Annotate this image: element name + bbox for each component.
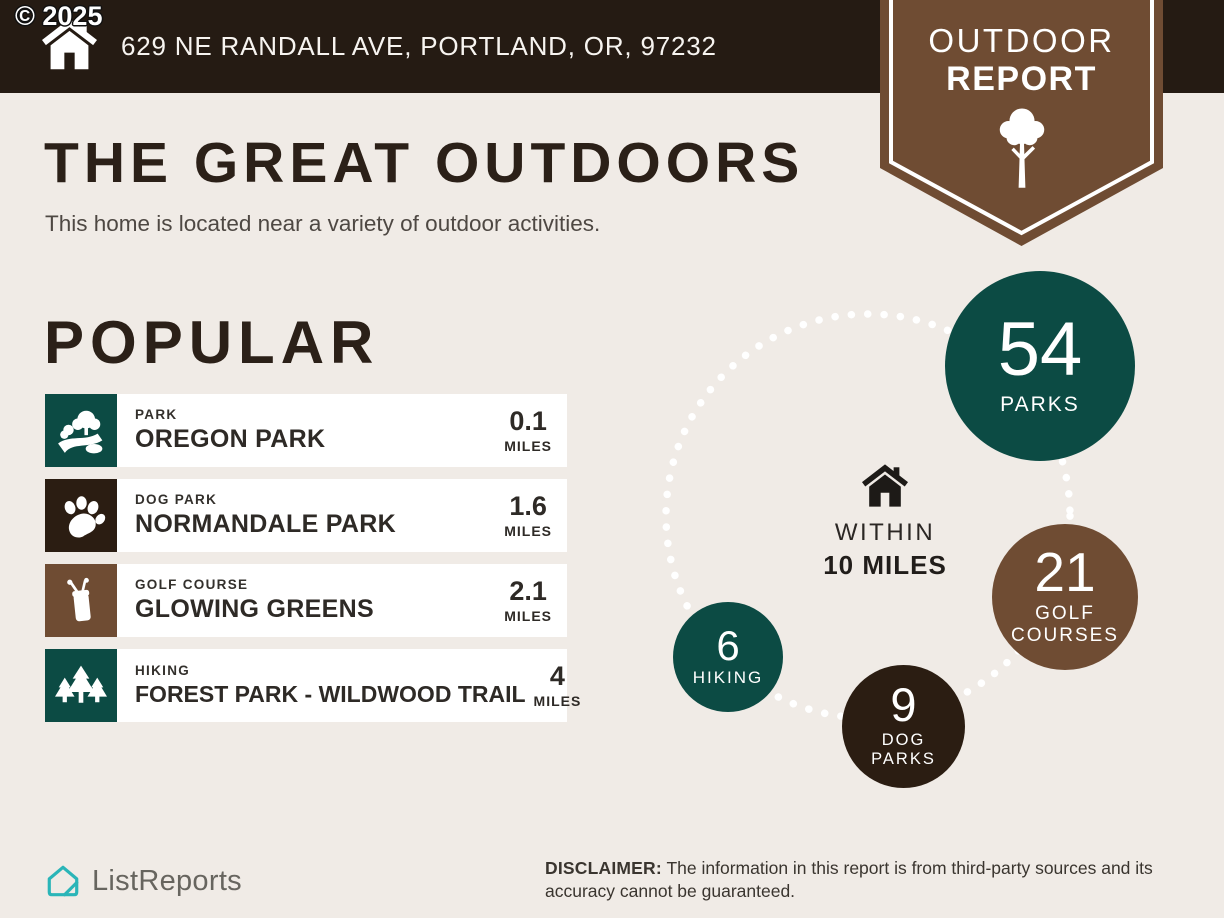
hiking-label: HIKING — [692, 667, 764, 687]
list-card: PARK OREGON PARK 0.1 MILES — [117, 394, 567, 467]
parks-count: 54 — [997, 307, 1083, 393]
bubble-parks: 54 PARKS — [945, 271, 1135, 461]
list-item-hiking: HIKING FOREST PARK - WILDWOOD TRAIL 4 MI… — [45, 649, 580, 722]
radius-center-label: WITHIN 10 MILES — [800, 464, 970, 581]
listreports-logo-text: ListReports — [92, 864, 242, 897]
home-icon — [862, 464, 908, 507]
list-item-dog-park: DOG PARK NORMANDALE PARK 1.6 MILES — [45, 479, 567, 552]
poi-name: OREGON PARK — [135, 425, 326, 453]
listreports-house-icon — [47, 865, 79, 897]
list-card: DOG PARK NORMANDALE PARK 1.6 MILES — [117, 479, 567, 552]
tree-icon — [999, 108, 1044, 188]
poi-category: HIKING — [135, 663, 191, 678]
poi-category: PARK — [135, 407, 178, 422]
dog-parks-label: DOG PARKS — [871, 730, 936, 769]
park-icon — [45, 394, 117, 467]
poi-distance: 0.1 MILES — [504, 405, 552, 454]
outdoor-report-badge: OUTDOOR REPORT — [880, 0, 1163, 247]
poi-name: GLOWING GREENS — [135, 595, 374, 623]
page-subtitle: This home is located near a variety of o… — [45, 211, 601, 236]
poi-distance: 4 MILES — [533, 660, 582, 709]
list-card: GOLF COURSE GLOWING GREENS 2.1 MILES — [117, 564, 567, 637]
ten-miles-label: 10 MILES — [823, 550, 947, 580]
bubble-golf-courses: 21 GOLF COURSES — [992, 524, 1138, 670]
pine-trees-icon — [45, 649, 117, 722]
poi-name: FOREST PARK - WILDWOOD TRAIL — [135, 681, 526, 707]
within-label: WITHIN — [834, 519, 936, 546]
bubble-hiking: 6 HIKING — [673, 602, 783, 712]
parks-label: PARKS — [1000, 393, 1080, 417]
golf-bag-icon — [45, 564, 117, 637]
hiking-count: 6 — [716, 622, 740, 670]
list-item-park: PARK OREGON PARK 0.1 MILES — [45, 394, 567, 467]
disclaimer-text: DISCLAIMER: The information in this repo… — [545, 858, 1153, 901]
copyright-watermark: © 2025 — [15, 1, 103, 31]
bubble-dog-parks: 9 DOG PARKS — [842, 665, 965, 788]
poi-category: GOLF COURSE — [135, 577, 249, 592]
list-item-golf-course: GOLF COURSE GLOWING GREENS 2.1 MILES — [45, 564, 567, 637]
listreports-logo: ListReports — [44, 862, 242, 900]
list-card: HIKING FOREST PARK - WILDWOOD TRAIL 4 MI… — [117, 649, 580, 722]
house-icon — [42, 18, 97, 70]
golf-label: GOLF COURSES — [1011, 602, 1119, 647]
popular-heading: POPULAR — [44, 309, 380, 376]
property-address: 629 NE RANDALL AVE, PORTLAND, OR, 97232 — [121, 31, 717, 61]
dog-parks-count: 9 — [890, 678, 917, 732]
disclaimer-label: DISCLAIMER: — [545, 858, 662, 878]
page-title: THE GREAT OUTDOORS — [44, 131, 805, 195]
badge-title-line2: REPORT — [946, 60, 1097, 98]
poi-distance: 1.6 MILES — [504, 490, 552, 539]
poi-category: DOG PARK — [135, 492, 218, 507]
golf-count: 21 — [1034, 541, 1096, 604]
poi-distance: 2.1 MILES — [504, 575, 552, 624]
paw-icon — [45, 479, 117, 552]
poi-name: NORMANDALE PARK — [135, 510, 396, 538]
badge-title-line1: OUTDOOR — [928, 22, 1115, 59]
